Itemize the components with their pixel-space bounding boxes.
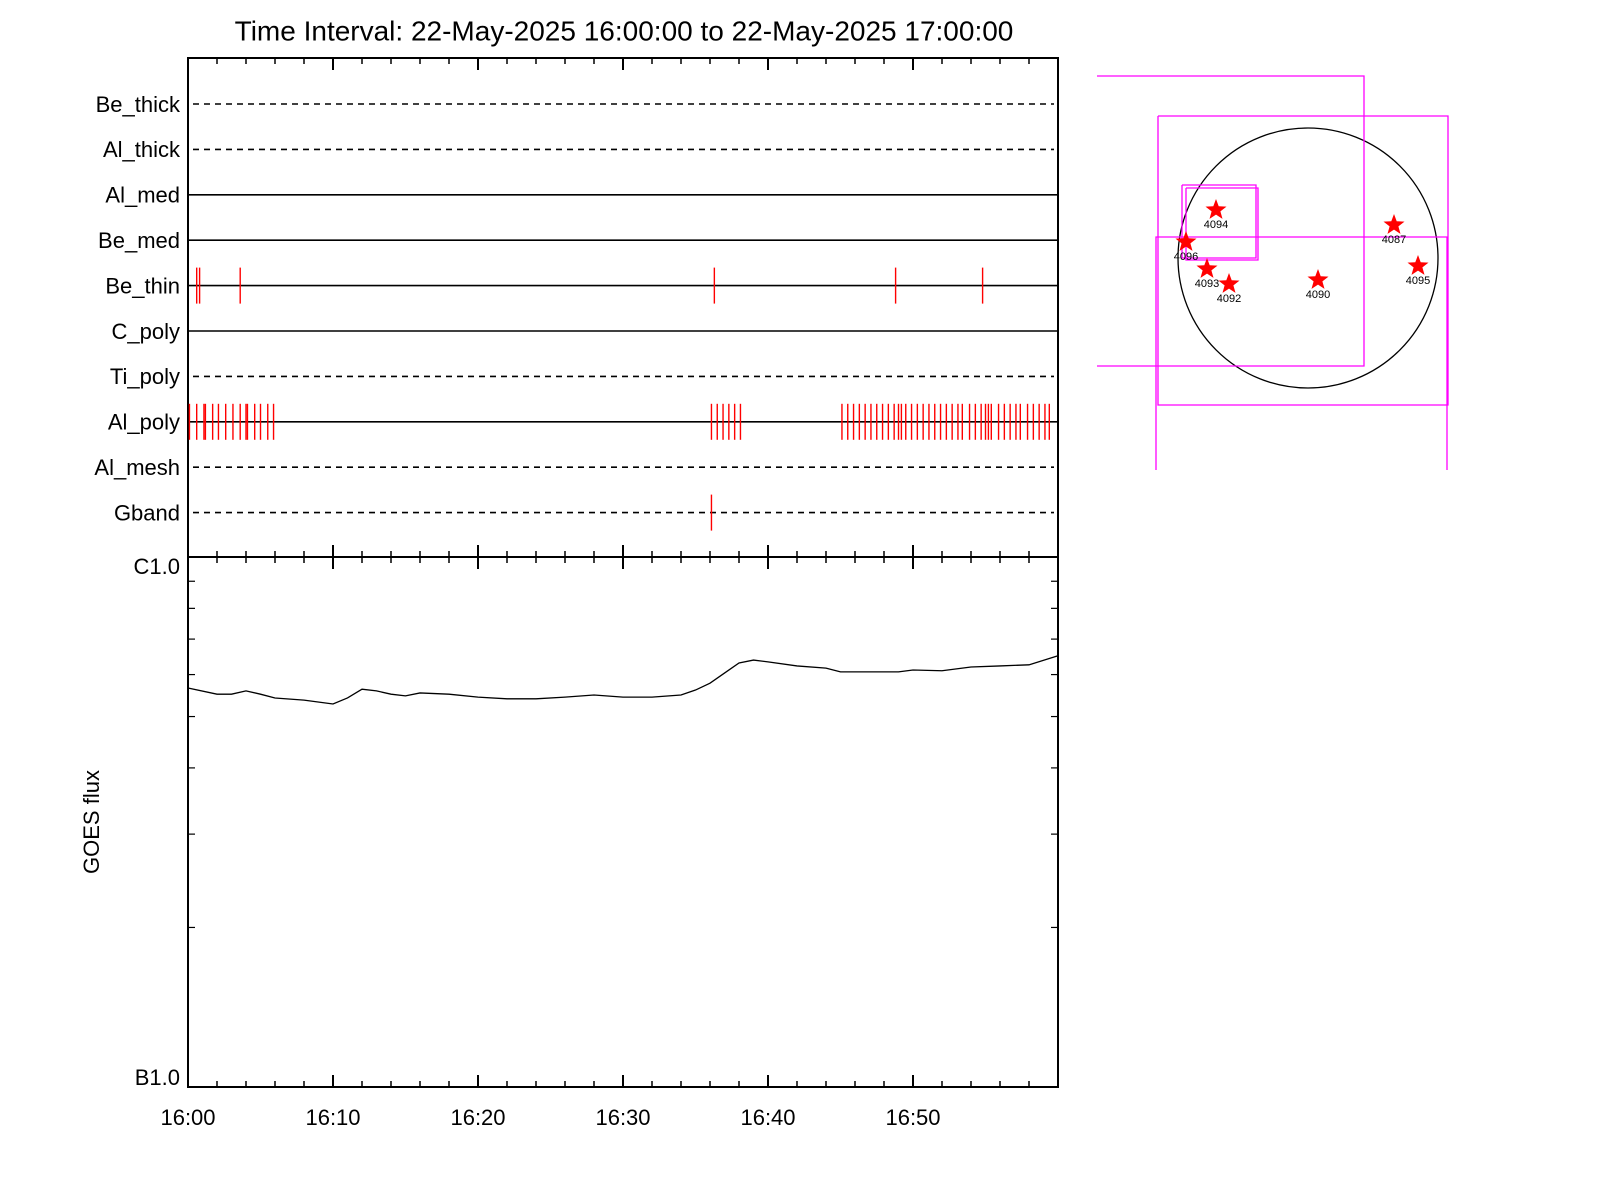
region-star xyxy=(1307,269,1329,289)
x-tick-label: 16:20 xyxy=(450,1105,505,1130)
region-label: 4096 xyxy=(1174,251,1198,263)
lane-label: Al_poly xyxy=(108,410,180,435)
x-tick-label: 16:10 xyxy=(305,1105,360,1130)
lane-label: Al_mesh xyxy=(94,455,180,480)
region-star xyxy=(1383,214,1405,234)
fov-box xyxy=(1097,75,1365,367)
flux-line xyxy=(187,655,1059,705)
region-star xyxy=(1218,273,1240,293)
region-star xyxy=(1196,258,1218,278)
fov-box xyxy=(1157,115,1449,406)
fov-box xyxy=(1181,184,1257,259)
lane-label: C_poly xyxy=(112,319,180,344)
chart-title: Time Interval: 22-May-2025 16:00:00 to 2… xyxy=(235,15,1014,46)
region-label: 4093 xyxy=(1195,278,1219,290)
x-tick-label: 16:30 xyxy=(595,1105,650,1130)
lane-label: Be_med xyxy=(98,228,180,253)
lane-label: Be_thick xyxy=(96,92,181,117)
region-star xyxy=(1407,255,1429,275)
region-label: 4090 xyxy=(1306,289,1330,301)
fov-box xyxy=(1155,236,1448,470)
y-axis-label: GOES flux xyxy=(79,770,104,874)
region-label: 4087 xyxy=(1382,234,1406,246)
x-tick-label: 16:00 xyxy=(160,1105,215,1130)
y-tick-label: B1.0 xyxy=(135,1065,180,1090)
x-tick-label: 16:50 xyxy=(885,1105,940,1130)
solar-disk xyxy=(1177,127,1439,389)
region-star xyxy=(1175,231,1197,251)
lane-label: Al_thick xyxy=(103,137,181,162)
lane-label: Gband xyxy=(114,500,180,525)
region-star xyxy=(1205,199,1227,219)
lane-label: Be_thin xyxy=(105,273,180,298)
solar-map: 4094 4096 4087 4093 4092 4090 4095 xyxy=(1097,75,1449,470)
lane-label: Al_med xyxy=(105,183,180,208)
region-label: 4095 xyxy=(1406,275,1430,287)
lane-label: Ti_poly xyxy=(110,364,180,389)
region-label: 4092 xyxy=(1217,293,1241,305)
x-tick-label: 16:40 xyxy=(740,1105,795,1130)
y-tick-label: C1.0 xyxy=(134,554,180,579)
region-label: 4094 xyxy=(1204,219,1228,231)
